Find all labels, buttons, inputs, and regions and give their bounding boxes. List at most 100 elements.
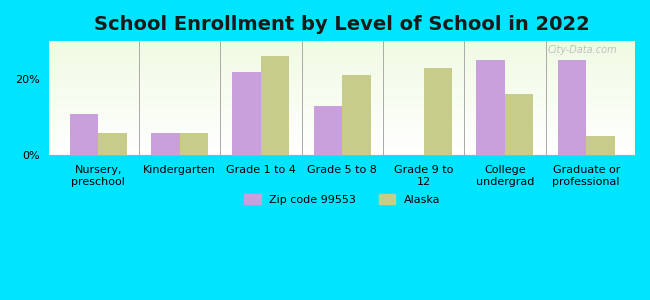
Title: School Enrollment by Level of School in 2022: School Enrollment by Level of School in … (94, 15, 590, 34)
Bar (49, 55, 635, 56)
Bar (49, 152, 635, 153)
Bar (49, 49, 635, 50)
Bar (261, 56, 289, 155)
Bar (98, 133, 127, 155)
Bar (49, 99, 635, 101)
Bar (49, 63, 635, 64)
Bar (49, 93, 635, 94)
Bar (49, 41, 635, 42)
Bar (49, 46, 635, 47)
Bar (49, 47, 635, 48)
Bar (49, 107, 635, 109)
Bar (49, 103, 635, 104)
Bar (49, 68, 635, 70)
Bar (49, 102, 635, 103)
Bar (49, 104, 635, 105)
Bar (49, 109, 635, 110)
Bar (49, 129, 635, 130)
Bar (49, 126, 635, 127)
Bar (49, 154, 635, 155)
Bar (49, 113, 635, 114)
Bar (49, 85, 635, 86)
Bar (49, 140, 635, 141)
Bar (49, 96, 635, 97)
Bar (49, 106, 635, 107)
Bar (49, 138, 635, 140)
Bar (49, 78, 635, 79)
Bar (49, 111, 635, 112)
Bar (49, 118, 635, 119)
Bar (49, 71, 635, 72)
Bar (49, 75, 635, 76)
Bar (70, 113, 98, 155)
Bar (49, 148, 635, 150)
Bar (314, 106, 343, 155)
Bar (49, 141, 635, 142)
Bar (49, 59, 635, 61)
Bar (49, 83, 635, 85)
Bar (49, 153, 635, 154)
Bar (49, 62, 635, 63)
Bar (49, 119, 635, 120)
Bar (49, 97, 635, 98)
Bar (49, 142, 635, 143)
Bar (49, 92, 635, 93)
Bar (49, 135, 635, 136)
Bar (49, 72, 635, 73)
Bar (49, 82, 635, 83)
Bar (49, 122, 635, 123)
Bar (49, 151, 635, 152)
Bar (49, 48, 635, 49)
Bar (49, 100, 635, 102)
Bar (49, 120, 635, 121)
Bar (49, 73, 635, 74)
Bar (49, 79, 635, 80)
Bar (49, 147, 635, 148)
Bar (49, 130, 635, 131)
Bar (49, 44, 635, 46)
Bar (49, 66, 635, 68)
Bar (49, 88, 635, 89)
Bar (49, 54, 635, 55)
Bar (49, 105, 635, 106)
Bar (586, 136, 615, 155)
Bar (49, 134, 635, 135)
Bar (49, 76, 635, 78)
Bar (49, 150, 635, 151)
Bar (343, 75, 370, 155)
Bar (49, 146, 635, 147)
Bar (49, 61, 635, 62)
Bar (49, 116, 635, 117)
Bar (49, 133, 635, 134)
Bar (49, 112, 635, 113)
Bar (49, 70, 635, 71)
Bar (49, 117, 635, 118)
Bar (49, 143, 635, 144)
Bar (424, 68, 452, 155)
Bar (49, 114, 635, 116)
Bar (49, 95, 635, 96)
Bar (49, 51, 635, 52)
Bar (49, 52, 635, 54)
Bar (49, 136, 635, 137)
Bar (49, 137, 635, 138)
Bar (179, 133, 208, 155)
Bar (49, 89, 635, 90)
Bar (49, 127, 635, 128)
Bar (49, 131, 635, 133)
Text: City-Data.com: City-Data.com (548, 44, 617, 55)
Bar (49, 42, 635, 44)
Bar (49, 81, 635, 82)
Bar (49, 121, 635, 122)
Bar (49, 65, 635, 66)
Bar (49, 128, 635, 129)
Bar (49, 87, 635, 88)
Bar (49, 86, 635, 87)
Bar (151, 133, 179, 155)
Bar (49, 57, 635, 58)
Bar (49, 90, 635, 92)
Bar (558, 60, 586, 155)
Bar (49, 110, 635, 111)
Bar (49, 64, 635, 65)
Bar (49, 74, 635, 75)
